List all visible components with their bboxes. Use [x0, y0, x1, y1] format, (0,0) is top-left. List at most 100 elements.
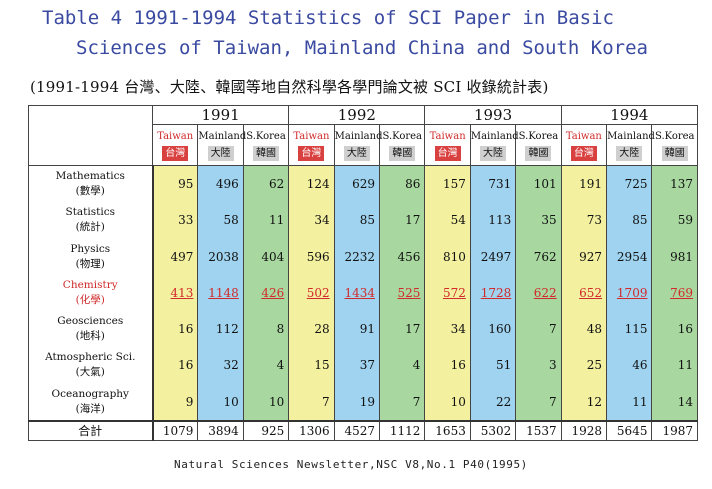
row-label: Chemistry (化學) — [28, 274, 154, 312]
row-label: Mathematics (數學) — [28, 165, 154, 203]
country-name-en: S.Korea — [654, 131, 695, 142]
data-cell: 34 — [288, 202, 335, 239]
data-cell: 101 — [515, 165, 562, 203]
data-cell: 16 — [424, 347, 471, 384]
data-cell: 502 — [288, 274, 335, 312]
country-name-en: Mainland — [607, 131, 655, 142]
data-cell: 7 — [379, 383, 426, 421]
row-label-en: Geosciences — [57, 315, 124, 328]
country-name-zh: 大陸 — [343, 146, 370, 161]
data-cell: 51 — [469, 347, 517, 384]
data-cell: 124 — [288, 165, 335, 203]
data-cell: 725 — [606, 165, 653, 203]
total-cell: 1928 — [560, 420, 608, 441]
table-title-line-1: Table 4 1991-1994 Statistics of SCI Pape… — [42, 7, 614, 29]
table-subtitle-chinese: (1991-1994 台灣、大陸、韓國等地自然科學各學門論文被 SCI 收錄統計… — [30, 78, 549, 96]
country-name-zh: 台灣 — [298, 146, 325, 161]
data-cell: 2232 — [333, 238, 381, 275]
country-header-taiwan-1994: Taiwan 台灣 — [560, 124, 608, 166]
country-name-zh: 韓國 — [525, 146, 552, 161]
country-name-zh: 台灣 — [434, 146, 461, 161]
row-label-zh: (大氣) — [75, 366, 105, 379]
table-row: Oceanography (海洋) 9 10 10 7 19 7 10 22 7 12 11 14 — [28, 383, 698, 421]
total-row: 合計 1079 3894 925 1306 4527 1112 1653 5302 1537 192… — [28, 420, 698, 441]
country-header-korea-1992: S.Korea 韓國 — [379, 124, 426, 166]
data-cell: 137 — [651, 165, 698, 203]
row-label-en: Atmospheric Sci. — [45, 351, 136, 364]
data-cell: 91 — [333, 311, 381, 348]
table-row: Physics (物理) 497 2038 404 596 2232 456 810 2497 76… — [28, 238, 698, 275]
data-cell: 8 — [242, 311, 290, 348]
total-cell: 1987 — [651, 420, 698, 441]
country-name-zh: 大陸 — [616, 146, 643, 161]
data-cell: 22 — [469, 383, 517, 421]
total-cell: 3894 — [197, 420, 244, 441]
data-cell: 17 — [379, 202, 426, 239]
data-cell: 86 — [379, 165, 426, 203]
data-cell: 160 — [469, 311, 517, 348]
data-cell: 4 — [242, 347, 290, 384]
data-cell: 33 — [151, 202, 199, 239]
data-cell: 58 — [197, 202, 244, 239]
total-cell: 925 — [242, 420, 290, 441]
data-cell: 112 — [197, 311, 244, 348]
data-cell: 981 — [651, 238, 698, 275]
country-header-taiwan-1993: Taiwan 台灣 — [424, 124, 471, 166]
data-cell: 1148 — [197, 274, 244, 312]
data-cell: 7 — [515, 383, 562, 421]
data-cell: 16 — [151, 347, 199, 384]
row-label-zh: (海洋) — [75, 402, 105, 415]
data-cell: 37 — [333, 347, 381, 384]
total-cell: 1537 — [515, 420, 562, 441]
data-cell: 9 — [151, 383, 199, 421]
country-header-korea-1991: S.Korea 韓國 — [242, 124, 290, 166]
country-header-mainland-1994: Mainland 大陸 — [606, 124, 655, 166]
table-row: Atmospheric Sci. (大氣) 16 32 4 15 37 4 16 51 3 25 46 1… — [28, 347, 698, 384]
data-cell: 810 — [424, 238, 471, 275]
data-cell: 48 — [560, 311, 608, 348]
data-cell: 16 — [151, 311, 199, 348]
country-header-korea-1994: S.Korea 韓國 — [651, 124, 698, 166]
data-cell: 496 — [197, 165, 244, 203]
data-cell: 95 — [151, 165, 199, 203]
data-cell: 11 — [242, 202, 290, 239]
country-name-zh: 大陸 — [207, 146, 234, 161]
data-cell: 413 — [151, 274, 199, 312]
data-cell: 34 — [424, 311, 471, 348]
country-name-zh: 大陸 — [480, 146, 507, 161]
country-name-en: Taiwan — [293, 131, 330, 142]
country-header-mainland-1992: Mainland 大陸 — [333, 124, 383, 166]
country-name-en: Mainland — [334, 131, 383, 142]
data-cell: 10 — [197, 383, 244, 421]
data-cell: 4 — [379, 347, 426, 384]
data-cell: 3 — [515, 347, 562, 384]
data-cell: 191 — [560, 165, 608, 203]
year-header-1992: 1992 — [288, 105, 426, 125]
data-cell: 32 — [197, 347, 244, 384]
row-label: Statistics (統計) — [28, 202, 154, 239]
data-cell: 15 — [288, 347, 335, 384]
data-cell: 11 — [606, 383, 653, 421]
data-cell: 85 — [333, 202, 381, 239]
data-cell: 25 — [560, 347, 608, 384]
country-name-en: Mainland — [470, 131, 519, 142]
table-row: Mathematics (數學) 95 496 62 124 629 86 157 731 101 1… — [28, 165, 698, 203]
data-cell: 622 — [515, 274, 562, 312]
statistics-table-container: 1991 1992 1993 1994 Taiwan 台灣 Mainland 大陸 S.… — [28, 105, 699, 441]
year-header-1993: 1993 — [424, 105, 562, 125]
data-cell: 2954 — [606, 238, 653, 275]
table-row: Statistics (統計) 33 58 11 34 85 17 54 113 35 73 85 59 — [28, 202, 698, 239]
data-cell: 16 — [651, 311, 698, 348]
total-cell: 1079 — [151, 420, 199, 441]
data-cell: 1434 — [333, 274, 381, 312]
data-cell: 652 — [560, 274, 608, 312]
data-cell: 11 — [651, 347, 698, 384]
data-cell: 7 — [288, 383, 335, 421]
data-cell: 596 — [288, 238, 335, 275]
data-cell: 10 — [242, 383, 290, 421]
data-cell: 10 — [424, 383, 471, 421]
year-header-1991: 1991 — [151, 105, 290, 125]
country-header-mainland-1993: Mainland 大陸 — [469, 124, 519, 166]
data-cell: 497 — [151, 238, 199, 275]
country-name-zh: 韓國 — [389, 146, 416, 161]
